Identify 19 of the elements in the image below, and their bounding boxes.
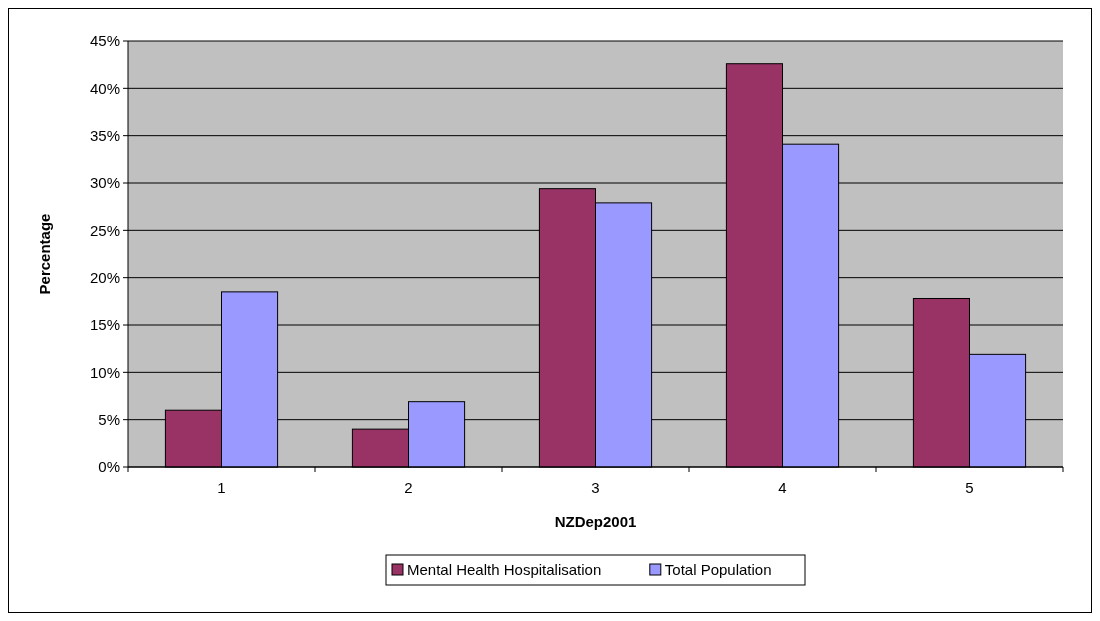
y-tick-label: 30% bbox=[89, 174, 120, 192]
y-tick-label: 45% bbox=[89, 32, 120, 50]
x-axis-title: NZDep2001 bbox=[554, 513, 637, 530]
y-tick-label: 0% bbox=[98, 458, 120, 476]
x-tick-label: 1 bbox=[217, 479, 226, 496]
x-tick-label: 4 bbox=[778, 479, 787, 496]
legend-label: Total Population bbox=[664, 561, 772, 578]
y-axis-title: Percentage bbox=[36, 213, 53, 295]
legend-label: Mental Health Hospitalisation bbox=[407, 561, 602, 578]
y-tick-label: 35% bbox=[89, 126, 120, 144]
y-tick-label: 15% bbox=[89, 316, 120, 334]
y-tick-label: 5% bbox=[98, 410, 120, 428]
y-tick-label: 10% bbox=[89, 363, 120, 381]
x-tick-label: 2 bbox=[404, 479, 413, 496]
x-tick-label: 3 bbox=[591, 479, 600, 496]
y-tick-label: 25% bbox=[89, 221, 120, 239]
y-tick-label: 20% bbox=[89, 268, 120, 286]
y-tick-label: 40% bbox=[89, 79, 120, 97]
x-tick-label: 5 bbox=[965, 479, 974, 496]
